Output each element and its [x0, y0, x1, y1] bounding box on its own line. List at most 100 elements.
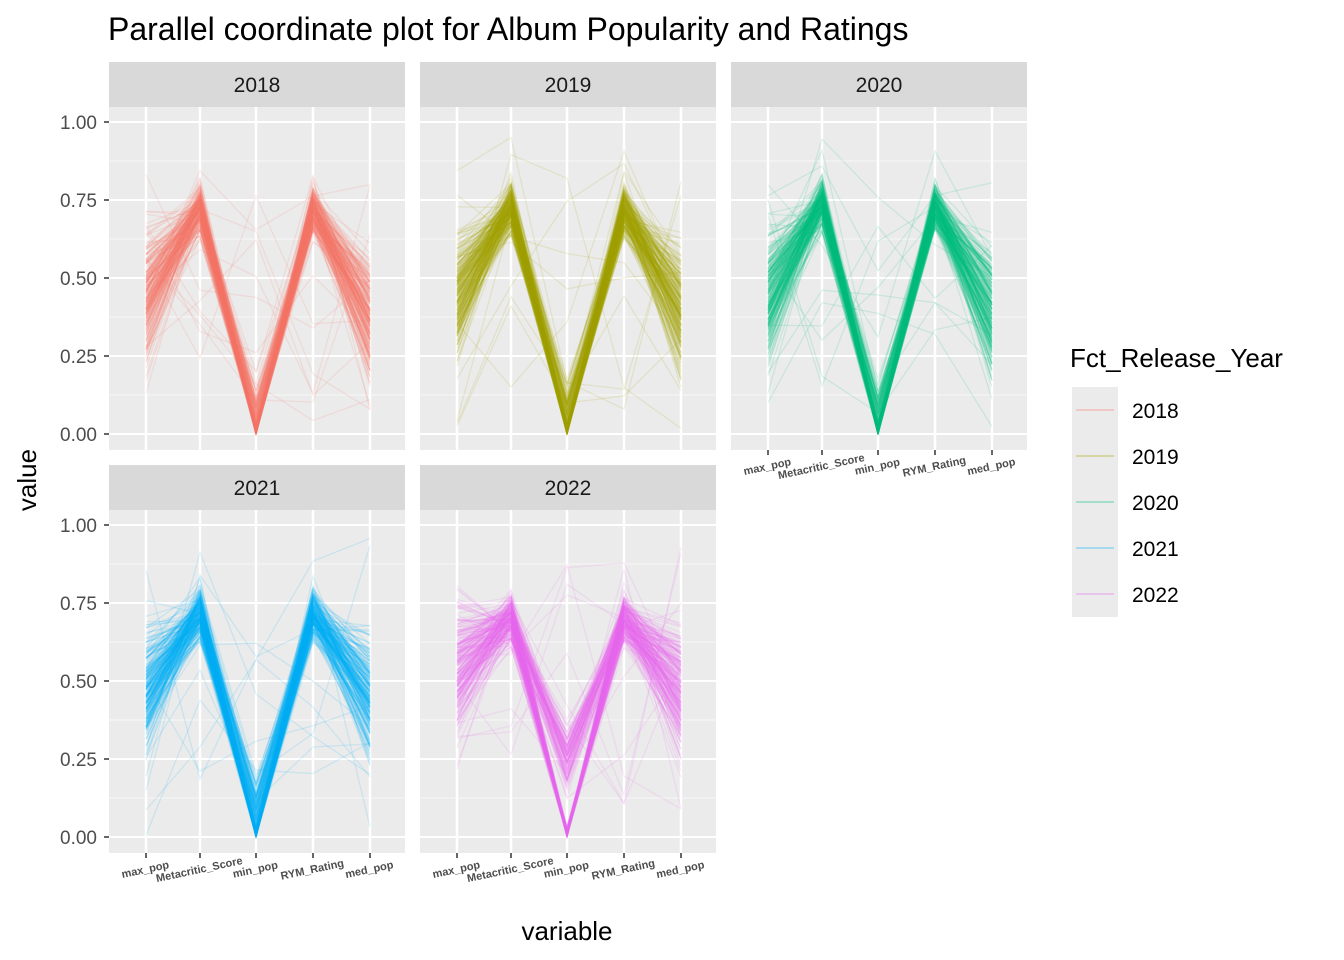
series-line: [145, 623, 371, 816]
series-line: [456, 608, 682, 835]
series-line: [145, 595, 371, 834]
series-line: [145, 616, 371, 788]
series-line: [456, 136, 682, 410]
series-line: [456, 210, 682, 430]
series-line: [145, 587, 371, 810]
series-line: [767, 200, 993, 420]
series-line: [456, 608, 682, 837]
series-line: [145, 603, 371, 787]
x-tick-label: Metacritic_Score: [155, 855, 244, 885]
series-line: [767, 189, 993, 434]
series-line: [456, 184, 682, 434]
series-line: [456, 149, 682, 389]
series-line: [767, 187, 993, 428]
series-line: [456, 613, 682, 837]
series-line: [456, 610, 682, 757]
series-line: [456, 211, 682, 429]
series-line: [145, 614, 371, 837]
series-line: [456, 200, 682, 418]
series-line: [145, 606, 371, 813]
series-line: [456, 569, 682, 809]
series-line: [456, 598, 682, 836]
series-line: [456, 613, 682, 760]
series-line: [456, 213, 682, 437]
series-line: [456, 192, 682, 434]
series-line: [767, 203, 993, 432]
series-line: [456, 604, 682, 753]
series-line: [456, 589, 682, 836]
series-line: [767, 208, 993, 432]
series-line: [145, 601, 371, 795]
series-line: [145, 208, 371, 410]
series-line: [145, 619, 371, 833]
series-line: [145, 207, 371, 432]
series-line: [456, 213, 682, 427]
series-line: [145, 595, 371, 833]
series-line: [145, 619, 371, 840]
series-line: [767, 176, 993, 425]
series-line: [145, 615, 371, 819]
series-line: [145, 201, 371, 426]
series-line: [767, 200, 993, 435]
series-line: [456, 189, 682, 431]
series-line: [145, 610, 371, 831]
series-line: [456, 200, 682, 435]
series-line: [456, 190, 682, 430]
series-line: [145, 203, 371, 434]
series-line: [767, 172, 993, 434]
series-line: [145, 622, 371, 839]
series-line: [456, 214, 682, 433]
series-line: [145, 616, 371, 834]
series-line: [767, 194, 993, 418]
series-line: [145, 202, 371, 407]
series-line: [456, 617, 682, 755]
series-line: [767, 183, 993, 430]
series-line: [456, 588, 682, 754]
series-line: [767, 191, 993, 432]
series-line: [145, 197, 371, 417]
series-line: [145, 603, 371, 837]
series-line: [767, 201, 993, 428]
series-line: [145, 186, 371, 431]
series-line: [456, 615, 682, 836]
series-line: [767, 209, 993, 428]
series-line: [145, 611, 371, 833]
series-line: [456, 202, 682, 434]
series-line: [145, 196, 371, 435]
x-tick-label: med_pop: [344, 859, 395, 881]
series-line: [456, 603, 682, 766]
series-line: [456, 199, 682, 432]
series-line: [456, 619, 682, 831]
series-line: [456, 612, 682, 834]
series-line: [145, 615, 371, 812]
series-line: [145, 209, 371, 435]
series-line: [456, 203, 682, 417]
series-line: [145, 615, 371, 838]
series-line: [767, 180, 993, 427]
series-line: [456, 206, 682, 381]
series-line: [145, 193, 371, 426]
series-line: [456, 608, 682, 834]
series-line: [456, 189, 682, 432]
series-line: [145, 193, 371, 434]
series-line: [767, 200, 993, 435]
series-line: [767, 186, 993, 435]
series-line: [145, 192, 371, 411]
series-line: [767, 192, 993, 401]
series-line: [456, 194, 682, 428]
series-line: [145, 617, 371, 838]
series-line: [145, 203, 371, 394]
series-line: [456, 609, 682, 764]
series-line: [456, 199, 682, 433]
series-line: [767, 213, 993, 433]
series-line: [145, 605, 371, 796]
series-line: [456, 210, 682, 428]
series-line: [145, 624, 371, 839]
series-line: [456, 192, 682, 392]
series-line: [145, 191, 371, 428]
series-line: [456, 614, 682, 750]
series-line: [456, 628, 682, 734]
series-line: [456, 621, 682, 747]
series-line: [145, 215, 371, 432]
series-line: [767, 202, 993, 433]
